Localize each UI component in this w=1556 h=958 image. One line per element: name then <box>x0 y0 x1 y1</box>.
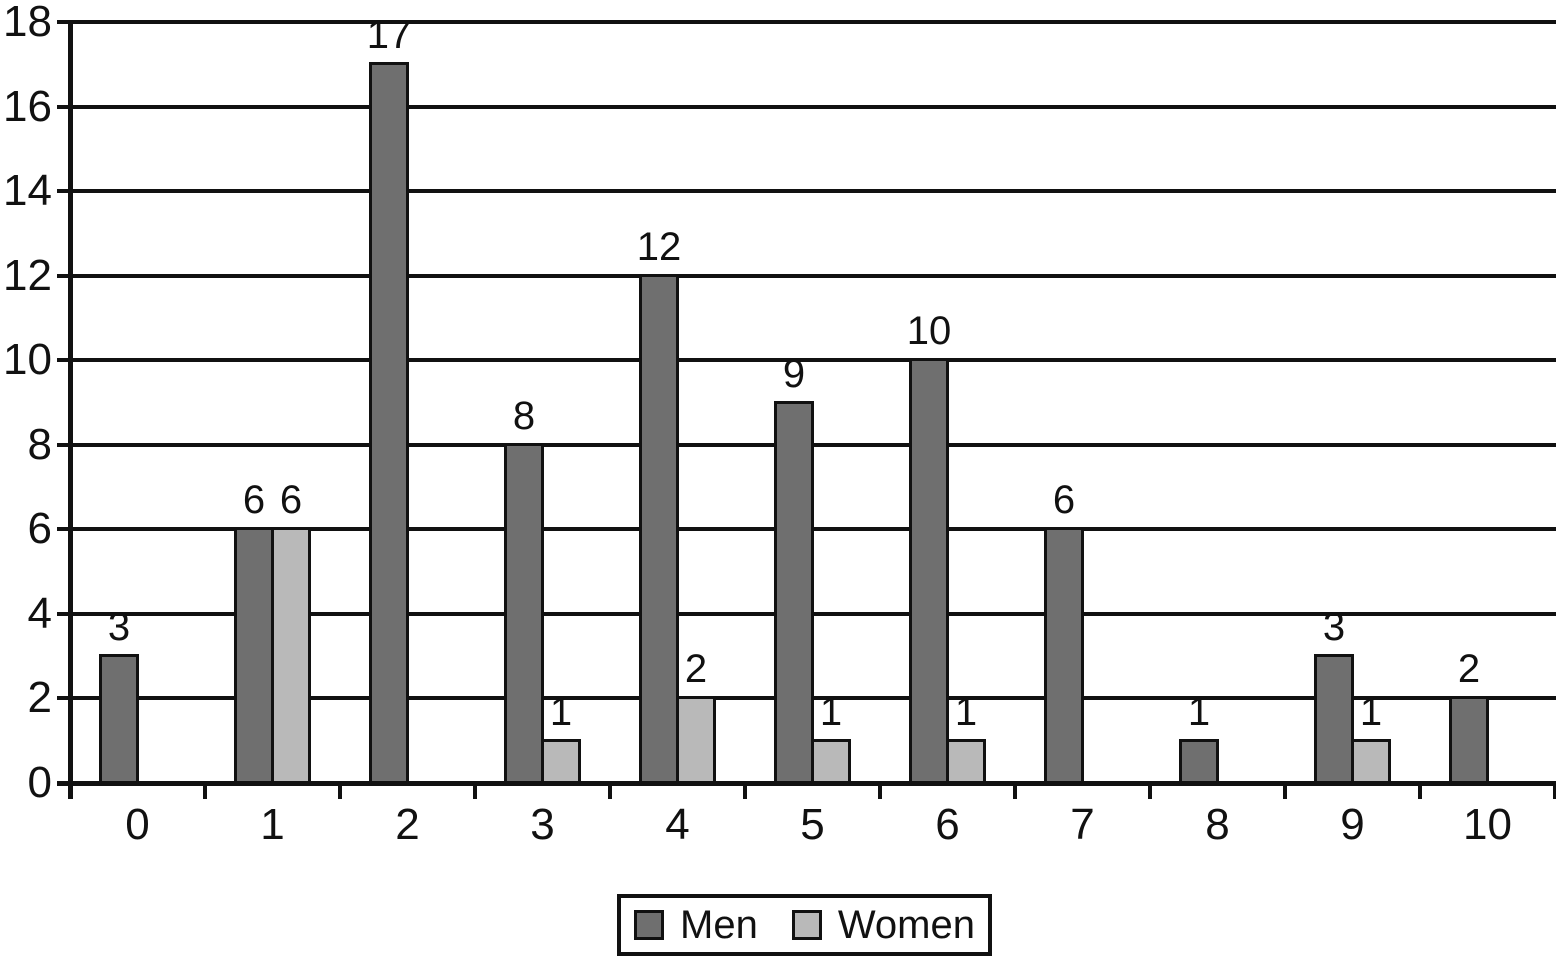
bar-value-label: 3 <box>1322 605 1346 650</box>
bar-value-label: 1 <box>1359 689 1383 734</box>
y-axis-tick-label: 18 <box>3 0 52 46</box>
bar-men-9 <box>1314 654 1354 785</box>
bar-value-label: 1 <box>819 689 843 734</box>
x-axis-tick <box>1013 783 1017 799</box>
bar-value-label: 6 <box>1052 478 1076 523</box>
y-axis-tick-label: 4 <box>27 588 52 638</box>
x-axis-tick-label: 9 <box>1340 800 1365 849</box>
x-axis-line <box>57 781 1556 786</box>
x-axis-tick-label: 6 <box>935 800 960 849</box>
bar-value-label: 8 <box>512 393 536 438</box>
bar-men-1 <box>234 527 274 785</box>
gridline <box>57 273 1556 278</box>
bar-value-label: 3 <box>107 605 131 650</box>
x-axis-tick <box>473 783 477 799</box>
x-axis-tick <box>203 783 207 799</box>
x-axis-tick <box>1148 783 1152 799</box>
y-axis-tick-label: 2 <box>27 673 52 723</box>
y-axis-tick-label: 14 <box>3 166 52 216</box>
x-axis-tick-label: 3 <box>530 800 555 849</box>
x-axis-tick-label: 4 <box>665 800 690 849</box>
x-axis-tick <box>608 783 612 799</box>
bar-value-label: 6 <box>279 478 303 523</box>
y-axis-tick-label: 16 <box>3 81 52 131</box>
x-axis-tick <box>743 783 747 799</box>
y-axis-tick-label: 8 <box>27 419 52 469</box>
bar-men-5 <box>774 400 814 785</box>
bar-women-9 <box>1351 738 1391 785</box>
bar-men-7 <box>1044 527 1084 785</box>
legend-label-women: Women <box>837 902 975 947</box>
bar-value-label: 1 <box>954 689 978 734</box>
bar-men-8 <box>1179 738 1219 785</box>
bar-value-label: 6 <box>242 478 266 523</box>
x-axis-tick <box>338 783 342 799</box>
x-axis-tick <box>1418 783 1422 799</box>
gridline <box>57 20 1556 24</box>
x-axis-tick-label: 8 <box>1205 800 1230 849</box>
x-axis-tick-label: 0 <box>125 800 150 849</box>
x-axis-tick-label: 10 <box>1463 800 1512 849</box>
bar-men-10 <box>1449 696 1489 785</box>
gridline <box>57 358 1556 363</box>
bar-women-1 <box>271 527 311 785</box>
y-axis-line <box>68 20 73 799</box>
x-axis-tick <box>1283 783 1287 799</box>
bar-men-6 <box>909 358 949 785</box>
x-axis-tick <box>1553 783 1556 799</box>
bar-value-label: 1 <box>549 689 573 734</box>
bar-value-label: 12 <box>636 224 682 269</box>
bar-value-label: 17 <box>366 13 412 58</box>
bar-women-3 <box>541 738 581 785</box>
y-axis-tick-label: 12 <box>3 250 52 300</box>
y-axis-tick-label: 10 <box>3 335 52 385</box>
x-axis-tick-label: 2 <box>395 800 420 849</box>
x-axis-tick-label: 1 <box>260 800 285 849</box>
bar-men-3 <box>504 442 544 785</box>
bar-women-5 <box>811 738 851 785</box>
bar-value-label: 2 <box>1457 647 1481 692</box>
legend-label-men: Men <box>680 902 758 947</box>
y-axis-tick-label: 0 <box>27 758 52 807</box>
gridline <box>57 189 1556 194</box>
bar-women-6 <box>946 738 986 785</box>
x-axis-tick-label: 7 <box>1070 800 1095 849</box>
bar-women-4 <box>676 696 716 785</box>
bar-men-0 <box>99 654 139 785</box>
legend: Men Women <box>617 894 992 956</box>
bar-men-2 <box>369 62 409 785</box>
gridline <box>57 104 1556 109</box>
bar-value-label: 2 <box>684 647 708 692</box>
bar-value-label: 10 <box>906 309 952 354</box>
bar-men-4 <box>639 273 679 785</box>
x-axis-tick <box>878 783 882 799</box>
bar-value-label: 9 <box>782 351 806 396</box>
legend-swatch-men <box>634 910 665 940</box>
bar-value-label: 1 <box>1187 689 1211 734</box>
legend-swatch-women <box>791 910 822 940</box>
y-axis-tick-label: 6 <box>27 504 52 554</box>
x-axis-tick-label: 5 <box>800 800 825 849</box>
